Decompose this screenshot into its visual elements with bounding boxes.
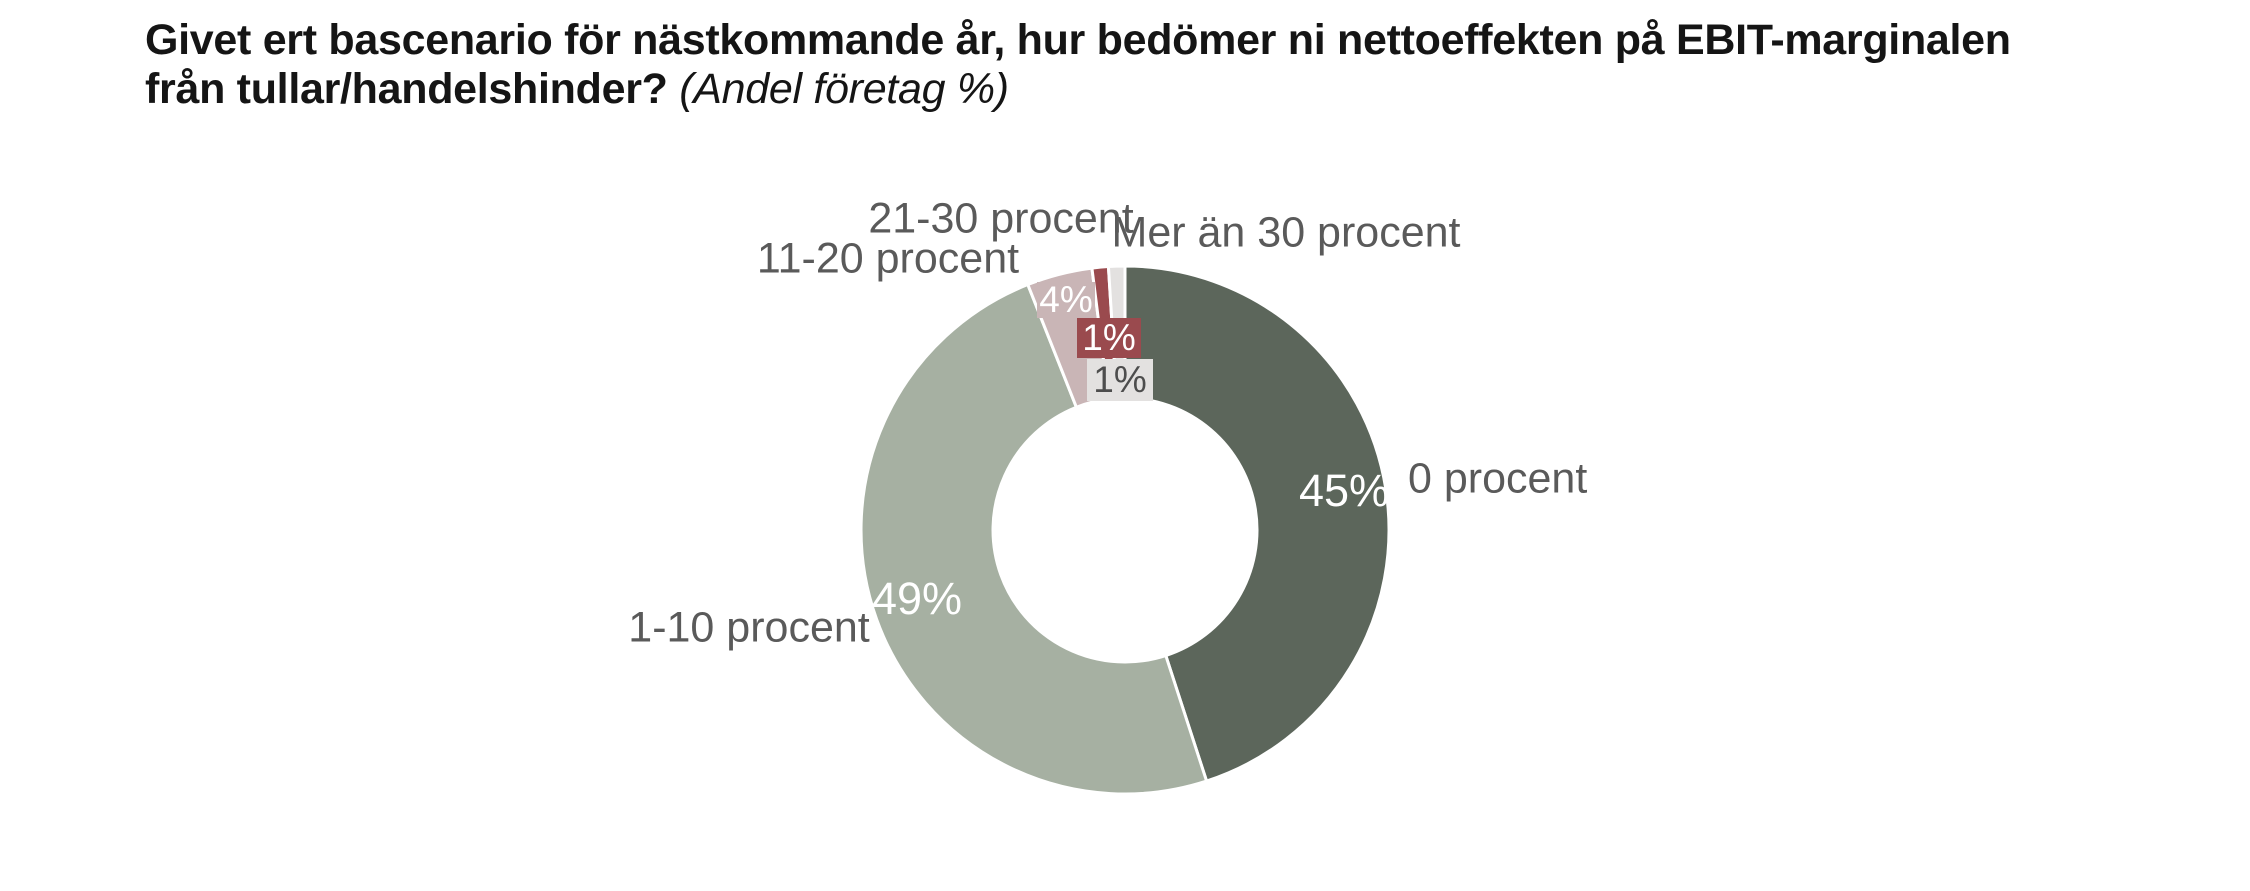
title-subtitle: (Andel företag %) <box>679 65 1009 113</box>
donut-slice-0-procent <box>1123 264 1391 783</box>
title-line-2: från tullar/handelshinder? <box>145 65 668 113</box>
donut-slice-1-10-procent <box>859 282 1209 796</box>
label-0-procent: 0 procent <box>1408 454 1588 503</box>
label-11-20-procent: 11-20 procent <box>756 234 1020 283</box>
value-callout-mer-an-30-procent: 1% <box>1087 359 1153 401</box>
page-title: Givet ert bascenario för nästkommande år… <box>145 16 2105 114</box>
value-callout-21-30-procent: 1% <box>1077 317 1141 358</box>
value-label-0-procent: 45% <box>1298 465 1390 516</box>
value-callout-11-20-procent: 4% <box>1037 279 1095 320</box>
label-21-30-procent: 21-30 procent <box>868 194 1134 243</box>
label-1-10-procent: 1-10 procent <box>628 603 870 652</box>
title-line-1: Givet ert bascenario för nästkommande år… <box>145 16 2011 64</box>
value-label-1-10-procent: 49% <box>871 573 963 624</box>
label-mer-an-30-procent: Mer än 30 procent <box>1111 208 1461 257</box>
